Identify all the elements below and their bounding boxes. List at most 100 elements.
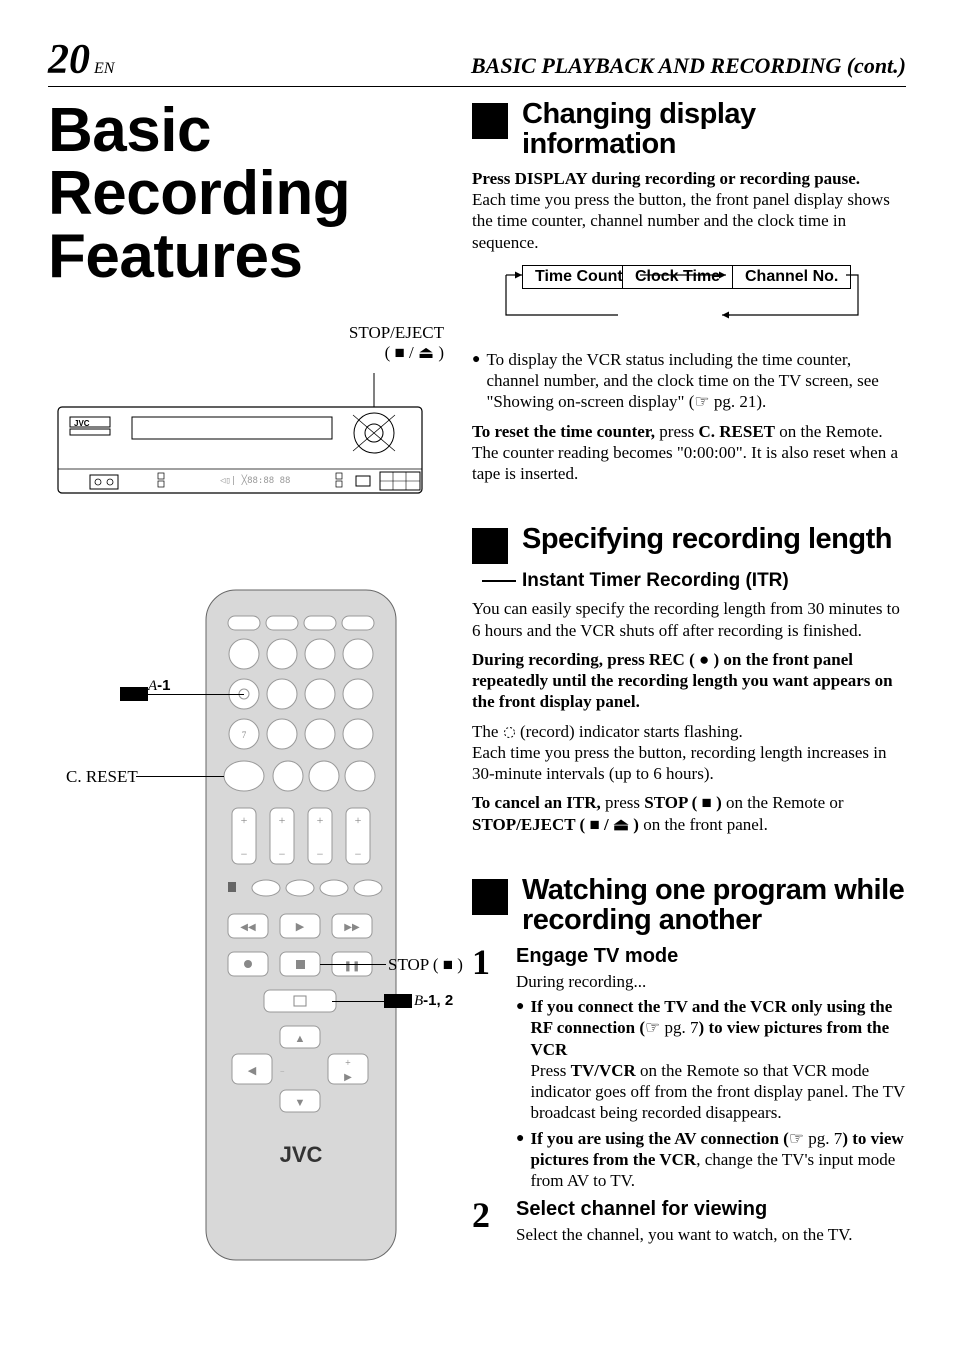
b1-body: Press TV/VCR on the Remote so that VCR m… xyxy=(530,1060,906,1124)
section2-lead2: During recording, press REC ( ● ) on the… xyxy=(472,649,906,713)
c4: on the Remote or xyxy=(722,793,844,812)
callout-line-b xyxy=(332,1001,384,1002)
section-specifying-length: Specifying recording length Instant Time… xyxy=(472,524,906,835)
vcr-callout: STOP/EJECT ( ■ / ⏏ ) xyxy=(48,323,444,364)
section-changing-display: Changing display information Press DISPL… xyxy=(472,99,906,484)
callout-label-stop: STOP ( ■ ) xyxy=(388,955,463,975)
reset-t2: press xyxy=(655,422,698,441)
svg-text:−: − xyxy=(279,847,286,861)
section3-title: Watching one program while recording ano… xyxy=(522,875,906,936)
reset-bold1: To reset the time counter, xyxy=(472,422,655,441)
bullet-dot-icon: ● xyxy=(516,1128,524,1192)
callout-marker-b xyxy=(384,994,412,1008)
section2-para3: Each time you press the button, recordin… xyxy=(472,742,906,785)
callout-line-stop xyxy=(320,964,386,965)
svg-text:+: + xyxy=(355,813,362,827)
svg-text:▶: ▶ xyxy=(344,1072,352,1083)
svg-text:◀: ◀ xyxy=(248,1065,257,1077)
vcr-figure: STOP/EJECT ( ■ / ⏏ ) JVC ◁▯ xyxy=(48,323,448,509)
b1body1: Press xyxy=(530,1061,570,1080)
b1body2: TV/VCR xyxy=(571,1061,636,1080)
remote-figure: 7 + − + − + − + − xyxy=(48,580,448,1270)
record-indicator-icon xyxy=(503,726,516,739)
b2a: If you are using the AV connection ( xyxy=(530,1129,788,1148)
callout-label-b: B-1, 2 xyxy=(414,992,453,1010)
section1-para1: Each time you press the button, the fron… xyxy=(472,190,890,252)
svg-text:+: + xyxy=(241,813,248,827)
c5: STOP/EJECT ( ■ / ⏏ ) xyxy=(472,815,639,834)
step-1-num: 1 xyxy=(472,944,502,1192)
step-1-line1: During recording... xyxy=(516,971,906,992)
svg-text:−: − xyxy=(280,1067,285,1076)
running-head: BASIC PLAYBACK AND RECORDING (cont.) xyxy=(471,53,906,79)
callout-label-a: AA-1-1 xyxy=(148,677,171,695)
c2: press xyxy=(601,793,644,812)
svg-text:❚❚: ❚❚ xyxy=(344,961,361,972)
bullet-dot-icon: ● xyxy=(472,349,480,413)
callout-label-creset: C. RESET xyxy=(66,767,138,787)
svg-text:7: 7 xyxy=(242,730,247,740)
section2-para2: The (record) indicator starts flashing. xyxy=(472,721,906,742)
section-marker-icon xyxy=(472,103,508,139)
main-title: Basic Recording Features xyxy=(48,99,448,289)
vcr-callout-line1: STOP/EJECT xyxy=(48,323,444,343)
b1b: ☞ pg. 7 xyxy=(645,1018,699,1037)
svg-text:JVC: JVC xyxy=(280,1142,323,1167)
remote-icon: 7 + − + − + − + − xyxy=(196,580,406,1270)
step-2: 2 Select channel for viewing Select the … xyxy=(472,1197,906,1245)
callout-line-creset xyxy=(136,776,224,777)
callout-marker-a xyxy=(120,687,148,701)
svg-text:▲: ▲ xyxy=(295,1033,306,1045)
c6: on the front panel. xyxy=(639,815,768,834)
step-1-title: Engage TV mode xyxy=(516,944,906,969)
section-marker-icon xyxy=(472,528,508,564)
vcr-callout-line2: ( ■ / ⏏ ) xyxy=(48,343,444,363)
section1-bullet: ● To display the VCR status including th… xyxy=(472,349,906,413)
svg-text:+: + xyxy=(279,813,286,827)
page-number-block: 20EN xyxy=(48,36,114,84)
section1-reset: To reset the time counter, press C. RESE… xyxy=(472,421,906,485)
step-2-title: Select channel for viewing xyxy=(516,1197,906,1222)
c1: To cancel an ITR, xyxy=(472,793,601,812)
section-head-3: Watching one program while recording ano… xyxy=(472,875,906,936)
section2-cancel: To cancel an ITR, press STOP ( ■ ) on th… xyxy=(472,792,906,835)
p2b: (record) indicator starts flashing. xyxy=(520,722,743,741)
p2a: The xyxy=(472,722,503,741)
display-cycle-diagram: Time Counter Channel No. Clock Time xyxy=(478,265,873,335)
c3: STOP ( ■ ) xyxy=(644,793,722,812)
vcr-icon: JVC ◁▯| ╳88:88 88 xyxy=(48,373,432,503)
section-watching-while-recording: Watching one program while recording ano… xyxy=(472,875,906,1246)
section2-subtitle: Instant Timer Recording (ITR) xyxy=(522,570,906,592)
section-marker-icon xyxy=(472,879,508,915)
b2b: ☞ pg. 7 xyxy=(789,1129,843,1148)
page-header: 20EN BASIC PLAYBACK AND RECORDING (cont.… xyxy=(48,36,906,87)
svg-text:▶: ▶ xyxy=(296,921,305,933)
section2-title: Specifying recording length xyxy=(522,524,892,554)
section-title: Changing display information xyxy=(522,99,906,160)
cycle-arrows-icon xyxy=(478,265,873,335)
section-head: Changing display information xyxy=(472,99,906,160)
svg-text:◁▯| ╳88:88 88: ◁▯| ╳88:88 88 xyxy=(220,474,290,486)
bullet-dot-icon: ● xyxy=(516,996,524,1124)
step-1: 1 Engage TV mode During recording... ● I… xyxy=(472,944,906,1192)
section-head-2: Specifying recording length xyxy=(472,524,906,564)
section1-bullet-text: To display the VCR status including the … xyxy=(486,349,906,413)
reset-bold3: C. RESET xyxy=(699,422,776,441)
svg-text:JVC: JVC xyxy=(74,419,90,428)
page-lang: EN xyxy=(94,60,114,77)
svg-text:▶▶: ▶▶ xyxy=(344,922,360,933)
step-1-bullet-2: ● If you are using the AV connection (☞ … xyxy=(516,1128,906,1192)
svg-text:◀◀: ◀◀ xyxy=(240,922,256,933)
section1-lead: Press DISPLAY during recording or record… xyxy=(472,168,906,253)
svg-text:−: − xyxy=(241,847,248,861)
step-2-num: 2 xyxy=(472,1197,502,1245)
step-1-bullet-1: ● If you connect the TV and the VCR only… xyxy=(516,996,906,1124)
svg-text:+: + xyxy=(345,1058,351,1069)
svg-text:−: − xyxy=(355,847,362,861)
page-number: 20 xyxy=(48,37,90,83)
svg-text:+: + xyxy=(317,813,324,827)
svg-text:▼: ▼ xyxy=(295,1097,306,1109)
svg-text:−: − xyxy=(317,847,324,861)
section2-para1: You can easily specify the recording len… xyxy=(472,598,906,641)
step-2-body: Select the channel, you want to watch, o… xyxy=(516,1224,906,1245)
